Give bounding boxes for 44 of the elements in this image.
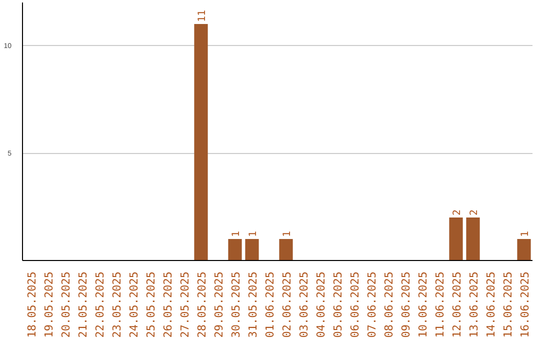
x-tick-label: 23.05.2025 xyxy=(110,271,124,338)
x-tick-label: 03.06.2025 xyxy=(298,271,310,338)
bar xyxy=(517,239,531,260)
x-tick-label: 15.06.2025 xyxy=(502,271,514,338)
x-tick-label: 04.06.2025 xyxy=(314,271,328,338)
x-tick-label: 14.06.2025 xyxy=(484,271,498,338)
x-tick-label: 30.05.2025 xyxy=(230,271,242,338)
x-tick-label: 20.05.2025 xyxy=(60,271,72,338)
data-label: 1 xyxy=(282,230,293,237)
bar xyxy=(228,239,242,260)
x-tick-label: 27.05.2025 xyxy=(178,271,192,338)
bar xyxy=(466,218,480,260)
x-tick-label: 05.06.2025 xyxy=(332,271,344,338)
x-tick-label: 18.05.2025 xyxy=(26,271,38,338)
x-tick-label: 01.06.2025 xyxy=(264,271,276,338)
x-tick-label: 24.05.2025 xyxy=(128,271,140,338)
x-tick-label: 16.06.2025 xyxy=(518,271,532,338)
x-tick-label: 29.05.2025 xyxy=(212,271,226,338)
bar xyxy=(449,218,463,260)
x-tick-label: 08.06.2025 xyxy=(382,271,396,338)
data-label: 1 xyxy=(248,230,259,237)
data-label: 1 xyxy=(231,230,242,237)
x-tick-label: 31.05.2025 xyxy=(246,271,260,338)
data-label: 2 xyxy=(469,209,480,216)
bar xyxy=(245,239,259,260)
x-tick-label: 26.05.2025 xyxy=(162,271,174,338)
x-tick-label: 09.06.2025 xyxy=(400,271,412,338)
x-tick-label: 28.05.2025 xyxy=(196,271,208,338)
x-tick-label: 06.06.2025 xyxy=(348,271,362,338)
bar xyxy=(279,239,293,260)
data-label: 11 xyxy=(197,10,208,22)
x-tick-label: 10.06.2025 xyxy=(416,271,430,338)
data-label: 1 xyxy=(520,230,531,237)
x-tick-label: 12.06.2025 xyxy=(450,271,464,338)
data-label: 2 xyxy=(452,209,463,216)
x-tick-label: 21.05.2025 xyxy=(76,271,90,338)
x-tick-label: 22.05.2025 xyxy=(94,271,106,338)
x-tick-label: 07.06.2025 xyxy=(366,271,378,338)
bar xyxy=(194,24,208,260)
x-tick-label: 19.05.2025 xyxy=(42,271,56,338)
x-tick-label: 25.05.2025 xyxy=(144,271,158,338)
x-tick-label: 13.06.2025 xyxy=(468,271,480,338)
x-tick-label: 11.06.2025 xyxy=(434,271,446,338)
x-tick-label: 02.06.2025 xyxy=(280,271,294,338)
